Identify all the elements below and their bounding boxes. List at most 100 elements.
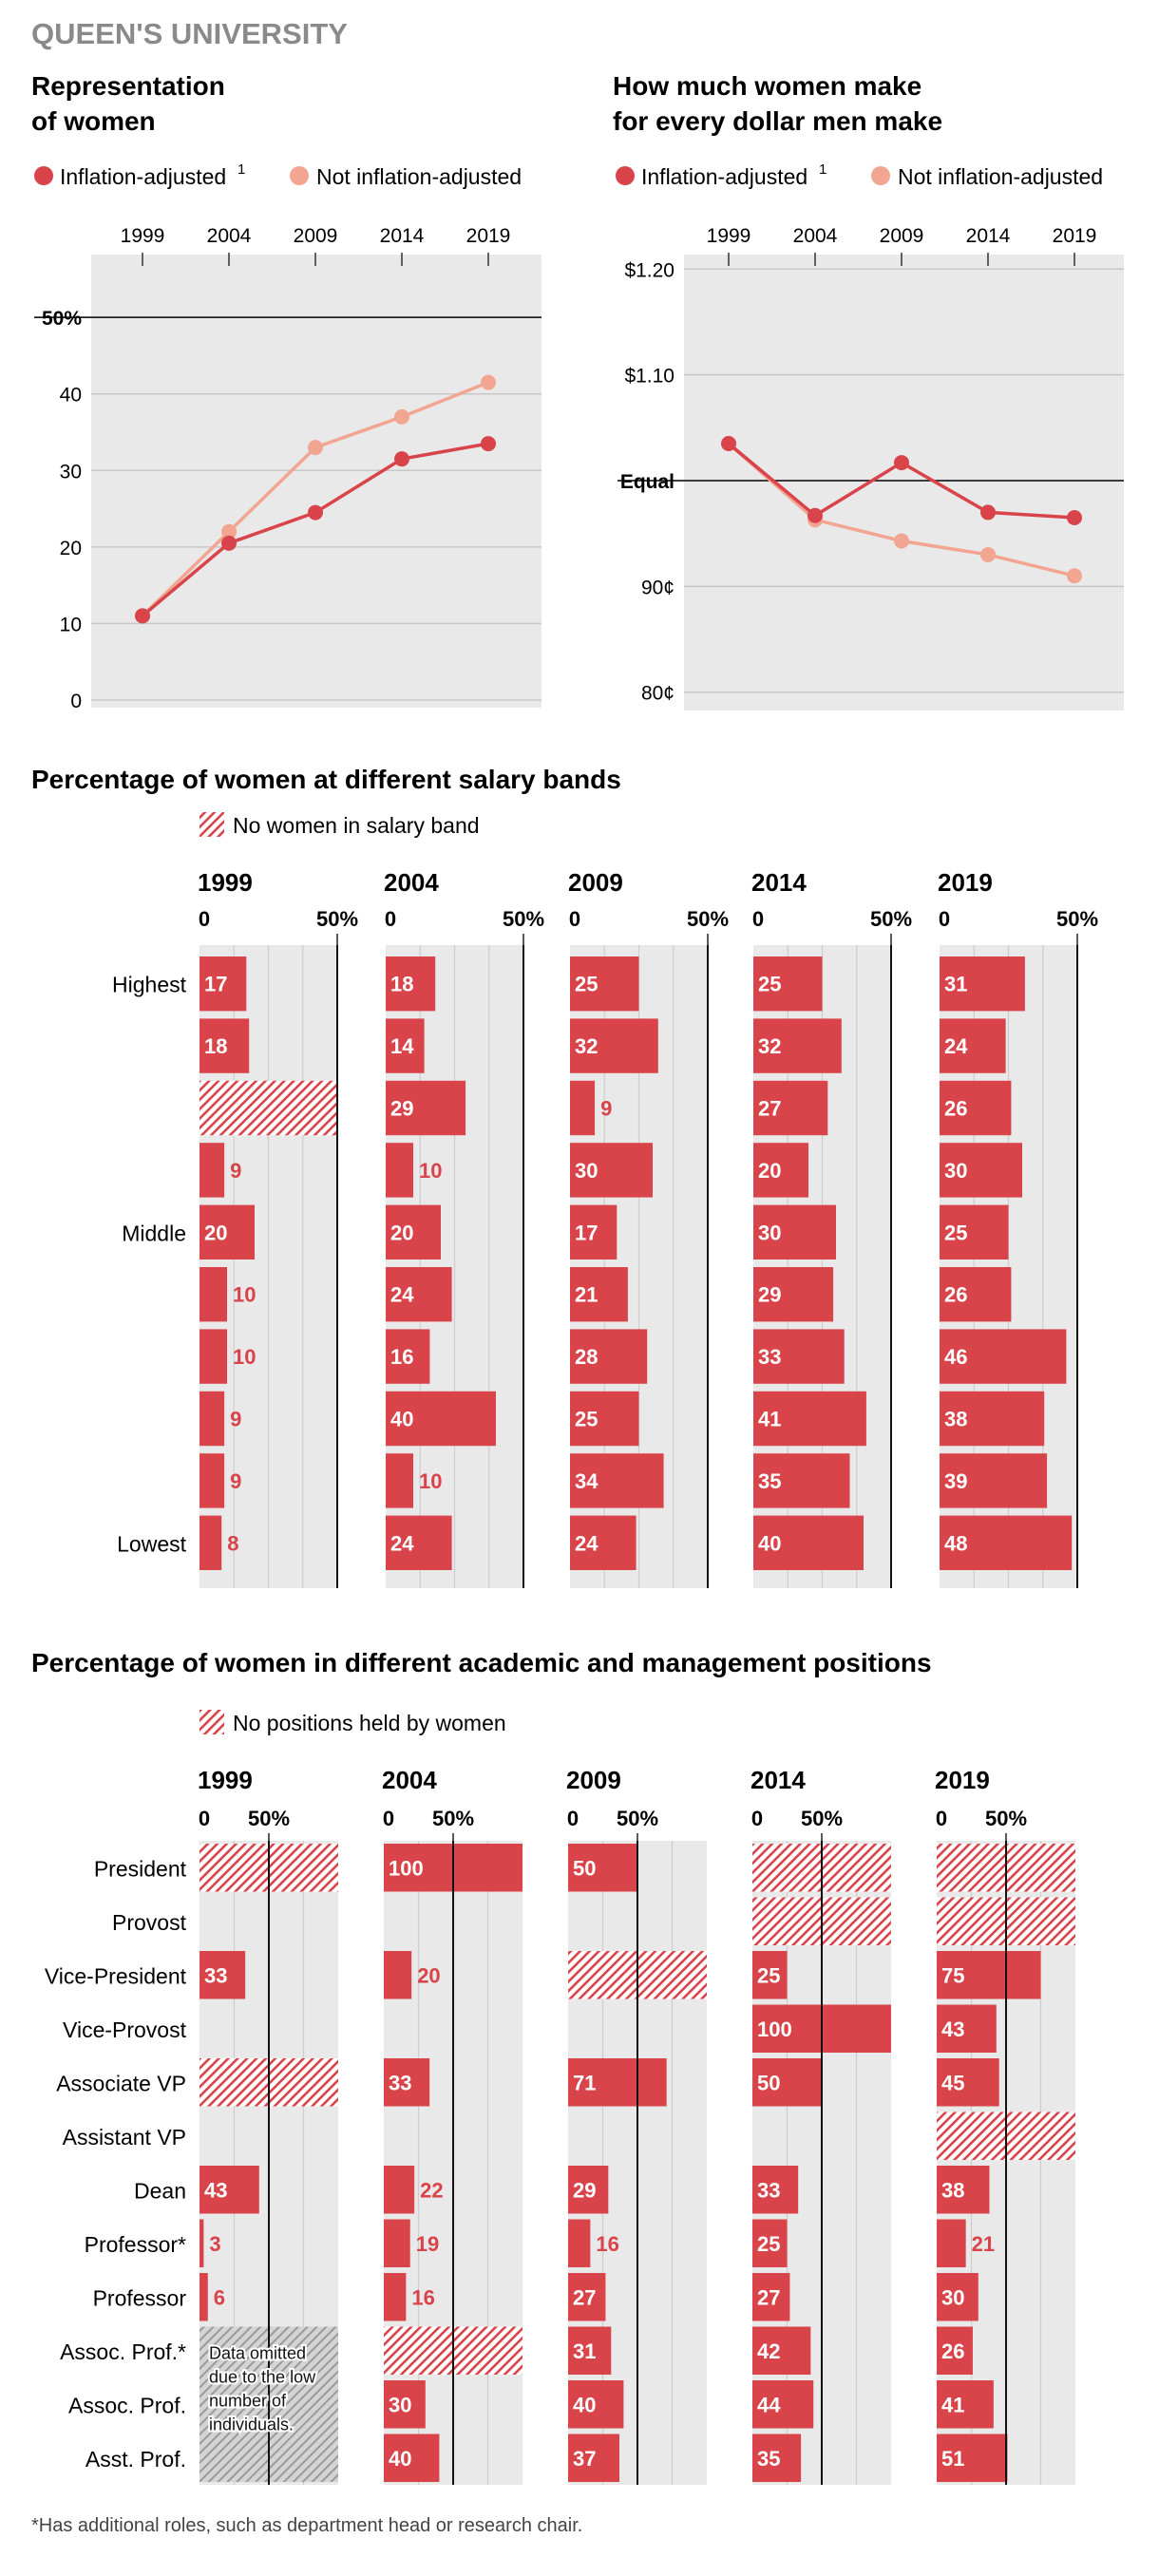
bar	[568, 2273, 606, 2321]
axis-label-fifty: 50%	[617, 1807, 658, 1830]
bar-value-label: 32	[575, 1034, 598, 1058]
bar-value-label: 30	[758, 1221, 781, 1244]
bar-value-label: 51	[941, 2447, 964, 2471]
omitted-note-text: individuals.	[209, 2415, 294, 2434]
bar-value-label: 26	[944, 1283, 967, 1307]
representation-plot: 1999 2004 2009 2014 2019 0 10 20 30 40 50%	[34, 225, 542, 712]
bar-value-label: 44	[757, 2393, 781, 2416]
plot-area	[91, 255, 542, 708]
panel-year: 1999	[198, 1766, 253, 1794]
row-label: Highest	[112, 973, 187, 997]
bar	[568, 2166, 609, 2214]
rep-legend-inflation-marker	[34, 166, 53, 185]
bar-value-label: 33	[757, 2178, 780, 2202]
bar	[568, 2434, 620, 2482]
bar-value-label: 24	[944, 1034, 968, 1058]
bar	[200, 2273, 208, 2321]
pay-legend-footnote-sup: 1	[819, 161, 826, 178]
bar-value-label: 25	[575, 1408, 598, 1431]
bar-value-label: 35	[758, 1469, 781, 1493]
row-label: Dean	[134, 2178, 186, 2203]
axis-label-zero: 0	[936, 1807, 947, 1830]
pay-ratio-plot: 1999 2004 2009 2014 2019 $1.20 $1.10 90¢ 80¢ Equa…	[618, 225, 1124, 710]
bar	[937, 2058, 999, 2107]
y-tick-label: 80¢	[641, 683, 674, 705]
axis-label-fifty: 50%	[248, 1807, 290, 1830]
x-tick-label: 2004	[207, 225, 252, 247]
bar	[200, 957, 247, 1012]
panel-year: 2019	[938, 868, 993, 897]
bar-value-label: 16	[390, 1345, 413, 1369]
bar-value-label: 31	[573, 2339, 596, 2363]
x-tick-label: 1999	[121, 225, 165, 247]
y-tick-label: 40	[60, 385, 82, 407]
bar-value-label: 50	[757, 2071, 780, 2094]
panel-year: 2014	[751, 868, 807, 897]
bar-value-label: 8	[227, 1531, 238, 1555]
bar	[386, 957, 436, 1012]
data-point	[980, 504, 996, 521]
bar	[937, 2326, 973, 2375]
bar-value-label: 25	[758, 973, 781, 996]
row-label: Asst. Prof.	[86, 2447, 186, 2472]
axis-label-zero: 0	[939, 907, 950, 931]
data-point	[894, 533, 909, 549]
salary-legend-hatch-swatch	[200, 812, 224, 837]
x-tick-label: 2019	[466, 225, 511, 247]
bar-value-label: 9	[230, 1159, 241, 1183]
bar	[753, 957, 823, 1012]
bar-value-label: 41	[941, 2393, 964, 2416]
bar	[753, 1267, 834, 1322]
row-label: Assoc. Prof.	[68, 2393, 186, 2417]
bar	[568, 1844, 637, 1892]
bar-value-label: 100	[757, 2017, 792, 2041]
y-tick-label: 90¢	[641, 577, 674, 598]
bar	[753, 1080, 828, 1136]
bar-value-label: 39	[944, 1469, 967, 1493]
bar-value-label: 40	[389, 2447, 411, 2471]
panel-year: 2009	[568, 868, 623, 897]
bar-value-label: 26	[941, 2339, 964, 2363]
bar-value-label: 40	[390, 1408, 413, 1431]
pay-legend-not-inflation-label: Not inflation-adjusted	[898, 164, 1103, 189]
x-tick-label: 1999	[707, 225, 751, 247]
bar	[386, 1329, 430, 1384]
omitted-note-text: Data omitted	[209, 2344, 306, 2363]
no-women-hatch	[200, 1080, 337, 1136]
page-header: QUEEN'S UNIVERSITY	[31, 17, 348, 50]
bar	[200, 1453, 225, 1508]
data-point	[481, 436, 496, 452]
bar	[570, 1391, 639, 1447]
y-tick-label: $1.10	[624, 366, 674, 388]
data-point	[980, 546, 996, 562]
bar-value-label: 20	[758, 1159, 781, 1183]
bar	[940, 1204, 1009, 1260]
bar	[386, 1453, 413, 1508]
rep-legend-footnote-sup: 1	[238, 161, 245, 178]
bar	[752, 2326, 811, 2375]
bar-value-label: 9	[230, 1469, 241, 1493]
bar	[753, 1018, 842, 1073]
positions-grid: President Provost Vice-President Vice-Provo…	[45, 1766, 1075, 2485]
bar	[384, 1951, 412, 1999]
row-label: Provost	[112, 1910, 187, 1935]
row-label: Assistant VP	[63, 2125, 186, 2150]
salary-bands-chart: Percentage of women at different salary …	[31, 765, 1098, 1588]
positions-legend-hatch-swatch	[200, 1710, 224, 1734]
bar-value-label: 32	[758, 1034, 781, 1058]
row-label: Vice-President	[45, 1963, 187, 1988]
bar	[752, 1951, 788, 1999]
bar	[200, 1391, 225, 1447]
bar-value-label: 16	[596, 2232, 618, 2256]
bar	[940, 1329, 1067, 1384]
positions-legend-label: No positions held by women	[233, 1711, 506, 1735]
positions-title: Percentage of women in different academi…	[31, 1648, 932, 1677]
bar	[940, 1080, 1012, 1136]
data-point	[721, 436, 736, 452]
axis-label-zero: 0	[385, 907, 396, 931]
row-label: Lowest	[117, 1531, 186, 1556]
axis-label-zero: 0	[752, 907, 764, 931]
bar	[752, 2058, 822, 2107]
bar-value-label: 21	[972, 2232, 995, 2256]
bar-value-label: 30	[575, 1159, 598, 1183]
